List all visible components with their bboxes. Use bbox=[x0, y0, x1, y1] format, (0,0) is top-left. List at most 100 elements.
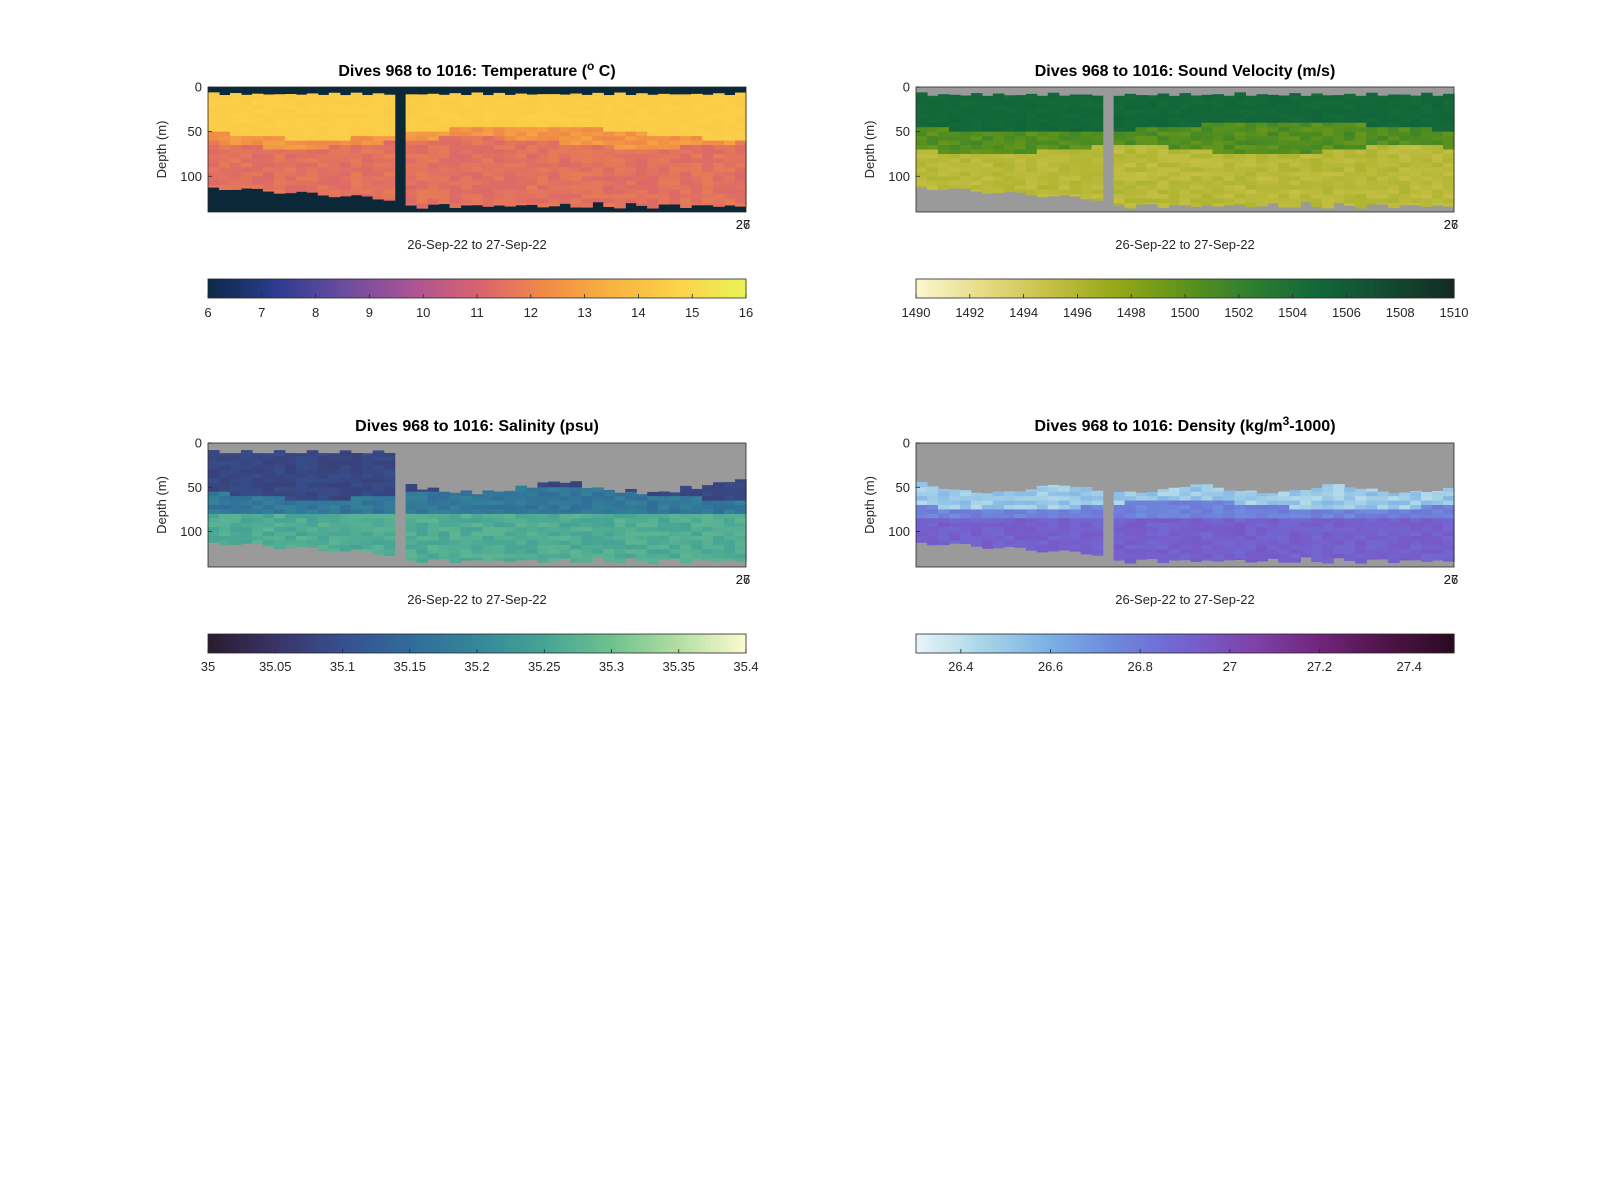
heatmap-cell bbox=[1190, 171, 1203, 177]
heatmap-cell bbox=[504, 149, 517, 155]
heatmap-cell bbox=[1245, 140, 1257, 146]
heatmap-cell bbox=[526, 171, 538, 177]
heatmap-cell bbox=[1168, 118, 1181, 124]
colorbar-segment bbox=[297, 634, 303, 653]
heatmap-cell bbox=[614, 149, 626, 155]
heatmap-cell bbox=[515, 149, 528, 155]
heatmap-cell bbox=[1300, 158, 1312, 164]
heatmap-cell bbox=[251, 522, 264, 528]
heatmap-cell bbox=[1223, 136, 1236, 142]
heatmap-cell bbox=[1388, 113, 1400, 119]
heatmap-cell bbox=[1168, 527, 1181, 533]
heatmap-cell bbox=[702, 487, 714, 493]
heatmap-cell bbox=[959, 500, 972, 506]
heatmap-cell bbox=[1157, 522, 1170, 528]
heatmap-cell bbox=[570, 189, 582, 195]
heatmap-cell bbox=[1135, 509, 1148, 515]
heatmap-cell bbox=[1399, 505, 1411, 511]
heatmap-cell bbox=[603, 531, 615, 537]
heatmap-cell bbox=[669, 492, 681, 497]
heatmap-cell bbox=[251, 500, 264, 506]
heatmap-cell bbox=[218, 536, 231, 542]
heatmap-cell bbox=[372, 198, 385, 200]
heatmap-cell bbox=[526, 136, 538, 142]
colorbar-segment bbox=[230, 279, 236, 298]
heatmap-cell bbox=[1388, 527, 1400, 533]
heatmap-cell bbox=[1036, 104, 1049, 110]
heatmap-cell bbox=[735, 109, 747, 115]
heatmap-cell bbox=[460, 509, 473, 515]
heatmap-cell bbox=[350, 100, 363, 106]
heatmap-cell bbox=[1410, 176, 1422, 182]
heatmap-cell bbox=[658, 496, 670, 502]
heatmap-cell bbox=[1003, 496, 1016, 502]
heatmap-cell bbox=[1223, 198, 1236, 204]
heatmap-cell bbox=[372, 487, 385, 493]
heatmap-cell bbox=[218, 131, 231, 137]
colorbar-segment bbox=[1346, 634, 1352, 653]
heatmap-cell bbox=[1421, 536, 1433, 542]
heatmap-cell bbox=[537, 189, 549, 195]
heatmap-cell bbox=[361, 460, 374, 466]
heatmap-cell bbox=[1124, 104, 1137, 110]
heatmap-cell bbox=[1388, 509, 1400, 515]
heatmap-cell bbox=[449, 549, 462, 555]
heatmap-cell bbox=[691, 162, 703, 168]
heatmap-cell bbox=[1278, 167, 1290, 173]
heatmap-cell bbox=[405, 104, 418, 110]
heatmap-cell bbox=[669, 100, 681, 106]
heatmap-cell bbox=[1443, 198, 1455, 204]
heatmap-cell bbox=[1410, 509, 1422, 515]
heatmap-cell bbox=[1190, 167, 1203, 173]
heatmap-cell bbox=[449, 518, 462, 524]
heatmap-cell bbox=[1344, 194, 1356, 200]
heatmap-cell bbox=[383, 140, 396, 146]
heatmap-cell bbox=[702, 509, 714, 515]
heatmap-cell bbox=[1443, 509, 1455, 515]
heatmap-cell bbox=[460, 536, 473, 542]
heatmap-cell bbox=[515, 145, 528, 151]
heatmap-cell bbox=[262, 104, 275, 110]
heatmap-cell bbox=[537, 536, 549, 542]
heatmap-cell bbox=[383, 487, 396, 493]
heatmap-cell bbox=[1256, 527, 1268, 533]
heatmap-cell bbox=[625, 118, 637, 124]
heatmap-cell bbox=[1025, 104, 1038, 110]
heatmap-cell bbox=[1355, 153, 1367, 160]
heatmap-cell bbox=[1014, 522, 1027, 528]
heatmap-cell bbox=[680, 158, 692, 164]
colorbar-segment bbox=[1413, 634, 1419, 653]
heatmap-cell bbox=[1234, 140, 1246, 146]
heatmap-cell bbox=[504, 553, 517, 559]
heatmap-cell bbox=[1047, 500, 1060, 506]
heatmap-cell bbox=[1223, 509, 1236, 515]
colorbar-segment bbox=[468, 634, 474, 653]
heatmap-cell bbox=[1212, 109, 1225, 115]
heatmap-cell bbox=[405, 136, 418, 142]
colorbar-tick-label: 10 bbox=[416, 305, 430, 320]
heatmap-cell bbox=[959, 505, 972, 511]
heatmap-cell bbox=[504, 136, 517, 142]
x-tick-label: 27 bbox=[1444, 217, 1458, 232]
heatmap-cell bbox=[702, 485, 714, 488]
heatmap-cell bbox=[438, 198, 451, 204]
heatmap-cell bbox=[916, 113, 928, 119]
heatmap-cell bbox=[702, 500, 714, 506]
heatmap-cell bbox=[570, 531, 582, 537]
heatmap-cell bbox=[1036, 109, 1049, 115]
heatmap-cell bbox=[328, 189, 341, 195]
heatmap-cell bbox=[1344, 505, 1356, 511]
heatmap-cells bbox=[916, 92, 1455, 209]
heatmap-cell bbox=[1080, 505, 1093, 511]
heatmap-cell bbox=[916, 153, 928, 160]
heatmap-cell bbox=[427, 131, 440, 137]
heatmap-cell bbox=[1157, 491, 1170, 497]
heatmap-cell bbox=[1256, 176, 1268, 182]
heatmap-cell bbox=[702, 180, 714, 186]
colorbar-segment bbox=[248, 634, 254, 653]
heatmap-cell bbox=[1080, 500, 1093, 506]
heatmap-cell bbox=[1410, 95, 1422, 101]
heatmap-cell bbox=[317, 171, 330, 177]
heatmap-cell bbox=[1322, 118, 1334, 124]
heatmap-cell bbox=[1223, 95, 1236, 101]
